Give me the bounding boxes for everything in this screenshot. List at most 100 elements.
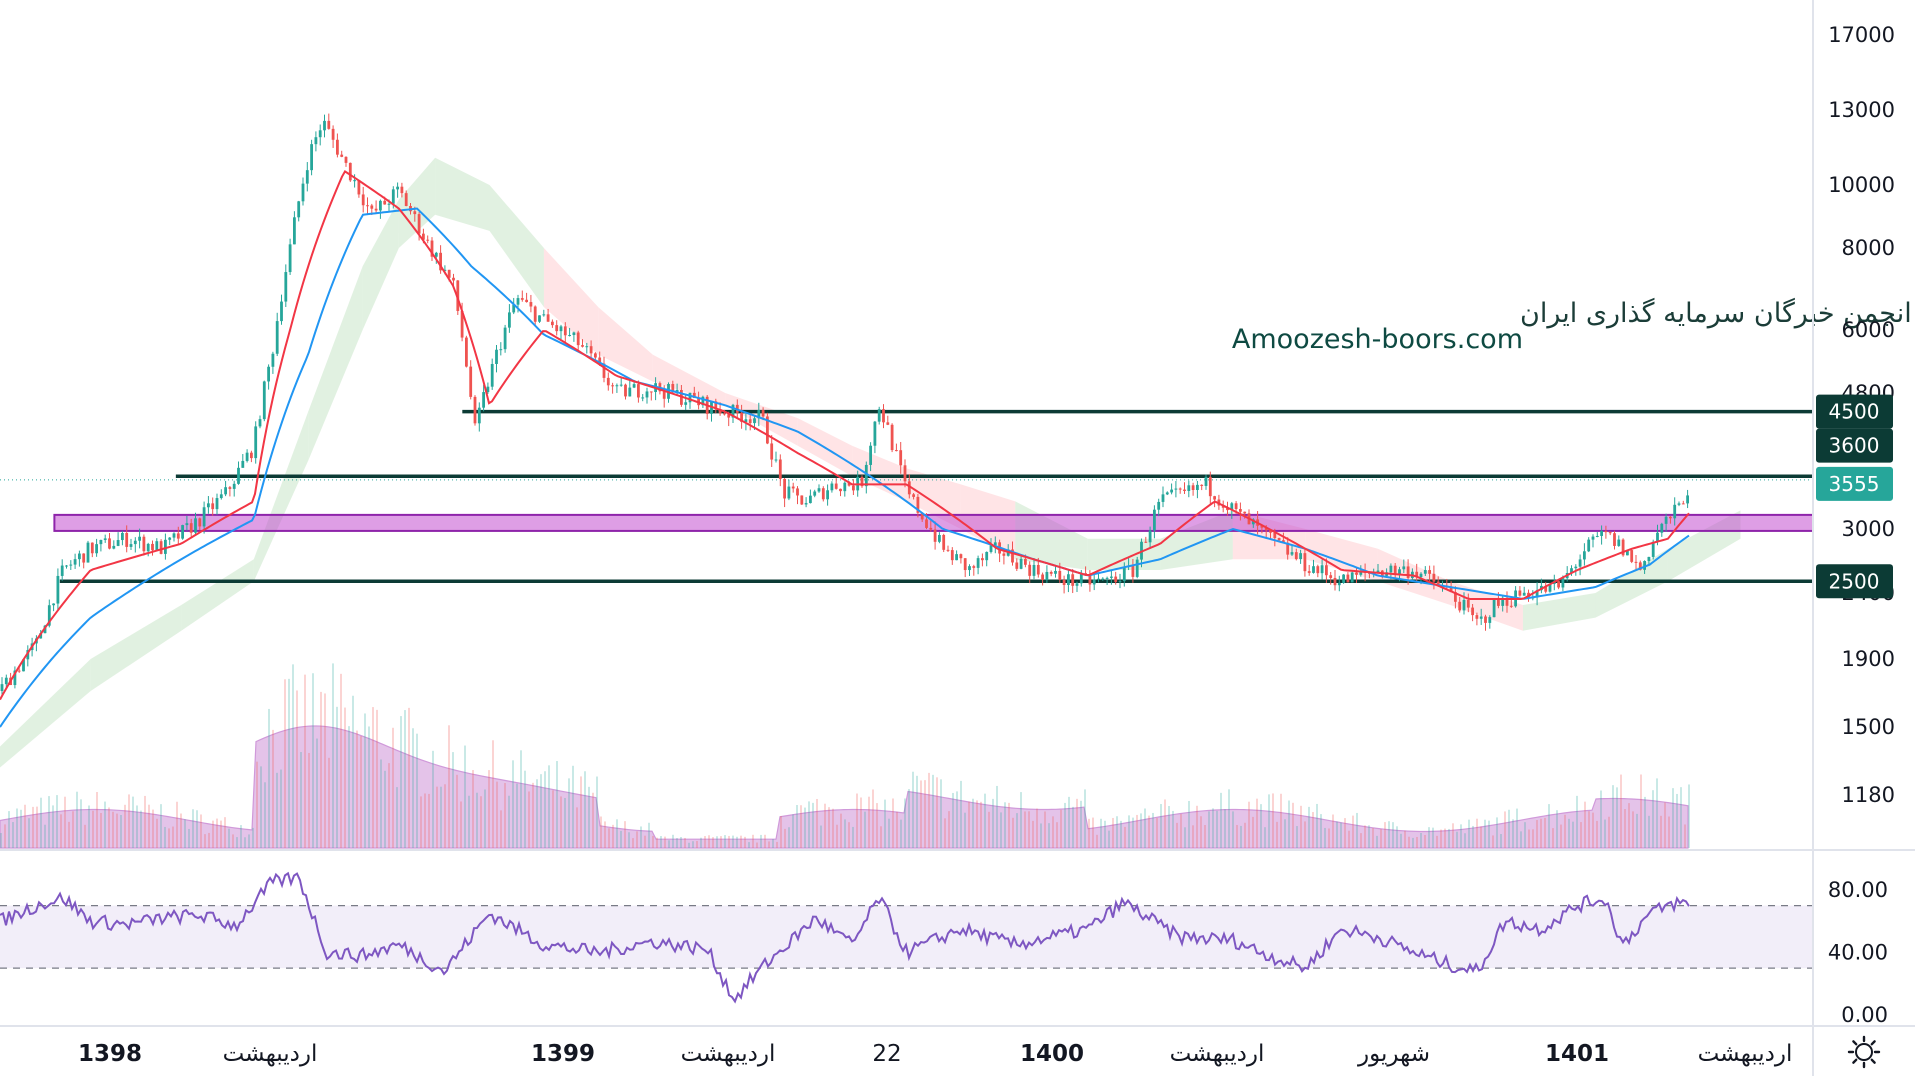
volume-bar	[472, 770, 474, 848]
volume-bar	[296, 690, 298, 848]
volume-bar	[1616, 787, 1618, 848]
volume-bar	[1056, 822, 1058, 848]
volume-bar	[1540, 818, 1542, 848]
volume-bar	[1224, 809, 1226, 848]
cloud-segment	[852, 445, 907, 502]
volume-bar	[856, 793, 858, 848]
volume-bar	[564, 797, 566, 848]
volume-bar	[212, 820, 214, 848]
candle-body	[1518, 590, 1522, 596]
candle-body	[78, 553, 81, 560]
time-axis[interactable]: 1398 اردیبهشت 1399 اردیبهشت 22 1400 اردیبهشت شه…	[78, 1041, 1792, 1067]
candle-body	[727, 414, 731, 418]
volume-bar	[912, 771, 914, 848]
volume-bar	[1276, 821, 1278, 848]
volume-bar	[820, 825, 822, 848]
volume-bar	[1452, 823, 1454, 848]
candle-body	[817, 488, 821, 492]
volume-bar	[428, 793, 430, 848]
volume-bar	[628, 832, 630, 848]
volume-bar	[36, 806, 38, 848]
cloud-segment	[1522, 593, 1596, 631]
rsi-pane	[0, 871, 1813, 1004]
volume-bar	[1028, 811, 1030, 848]
candle-body	[452, 277, 455, 281]
candle-body	[1269, 530, 1272, 533]
cloud-segment	[398, 157, 436, 248]
volume-bar	[980, 801, 982, 848]
candle-body	[778, 459, 782, 479]
candle-body	[1251, 519, 1255, 525]
volume-bar	[672, 834, 674, 848]
cloud-segment	[1595, 548, 1668, 618]
candle-body	[1075, 583, 1079, 586]
candle-body	[946, 549, 950, 551]
candle-body	[159, 541, 163, 554]
volume-bar	[1680, 787, 1682, 848]
candle-body	[761, 410, 765, 417]
candle-body	[581, 345, 584, 347]
volume-bar	[1076, 798, 1078, 848]
support-resistance-lines[interactable]	[0, 409, 1813, 584]
settings-gear-icon[interactable]	[1847, 1035, 1881, 1069]
volume-bar	[692, 841, 694, 848]
volume-bar	[1620, 774, 1622, 848]
volume-bar	[1064, 802, 1066, 848]
volume-bar	[0, 832, 2, 848]
volume-bar	[1100, 818, 1102, 848]
time-tick-label: اردیبهشت	[223, 1041, 318, 1067]
volume-bar	[1136, 814, 1138, 848]
volume-bar	[1548, 804, 1550, 848]
volume-bar	[676, 838, 678, 848]
volume-bar	[228, 828, 230, 848]
candle-body	[99, 539, 103, 545]
candle-body	[1544, 585, 1548, 592]
candle-body	[1398, 569, 1401, 574]
candle-body	[52, 603, 55, 606]
volume-bar	[240, 825, 242, 848]
volume-bar	[188, 828, 190, 848]
volume-bar	[1036, 808, 1038, 848]
volume-bar	[1012, 817, 1014, 848]
volume-bar	[172, 826, 174, 848]
candle-body	[1475, 615, 1479, 619]
candle-body	[740, 412, 743, 422]
volume-bar	[88, 805, 90, 848]
candle-body	[189, 523, 193, 533]
volume-bar	[552, 790, 554, 848]
candle-body	[873, 421, 877, 446]
volume-bar	[1040, 823, 1042, 848]
volume-bar	[388, 763, 390, 848]
volume-bar	[84, 824, 86, 848]
volume-bar	[1096, 834, 1098, 848]
candle-body	[1350, 572, 1354, 583]
candle-body	[1208, 476, 1212, 497]
volume-bar	[1652, 790, 1654, 848]
volume-bar	[1188, 800, 1190, 848]
candle-body	[426, 239, 430, 241]
volume-bar	[20, 809, 22, 848]
candle-body	[1626, 550, 1629, 556]
candle-body	[1432, 573, 1436, 582]
volume-bar	[544, 771, 546, 848]
candle-body	[1157, 501, 1161, 510]
candle-body	[336, 139, 339, 155]
rsi-axis[interactable]: 80.00 40.00 0.00	[1828, 878, 1888, 1027]
volume-bar	[1052, 816, 1054, 848]
volume-bar	[364, 713, 366, 848]
candle-body	[241, 460, 245, 468]
candle-body	[1015, 562, 1019, 569]
candle-body	[1471, 607, 1474, 616]
volume-bar	[324, 693, 326, 848]
candle-body	[1505, 597, 1509, 606]
volume-bar	[988, 811, 990, 848]
volume-bar	[1508, 809, 1510, 848]
candle-body	[129, 544, 133, 547]
candle-body	[327, 120, 331, 129]
volume-bar	[484, 789, 486, 848]
candle-body	[594, 353, 597, 358]
volume-bar	[804, 807, 806, 848]
cloud-segment	[362, 199, 399, 330]
candle-body	[207, 503, 210, 508]
